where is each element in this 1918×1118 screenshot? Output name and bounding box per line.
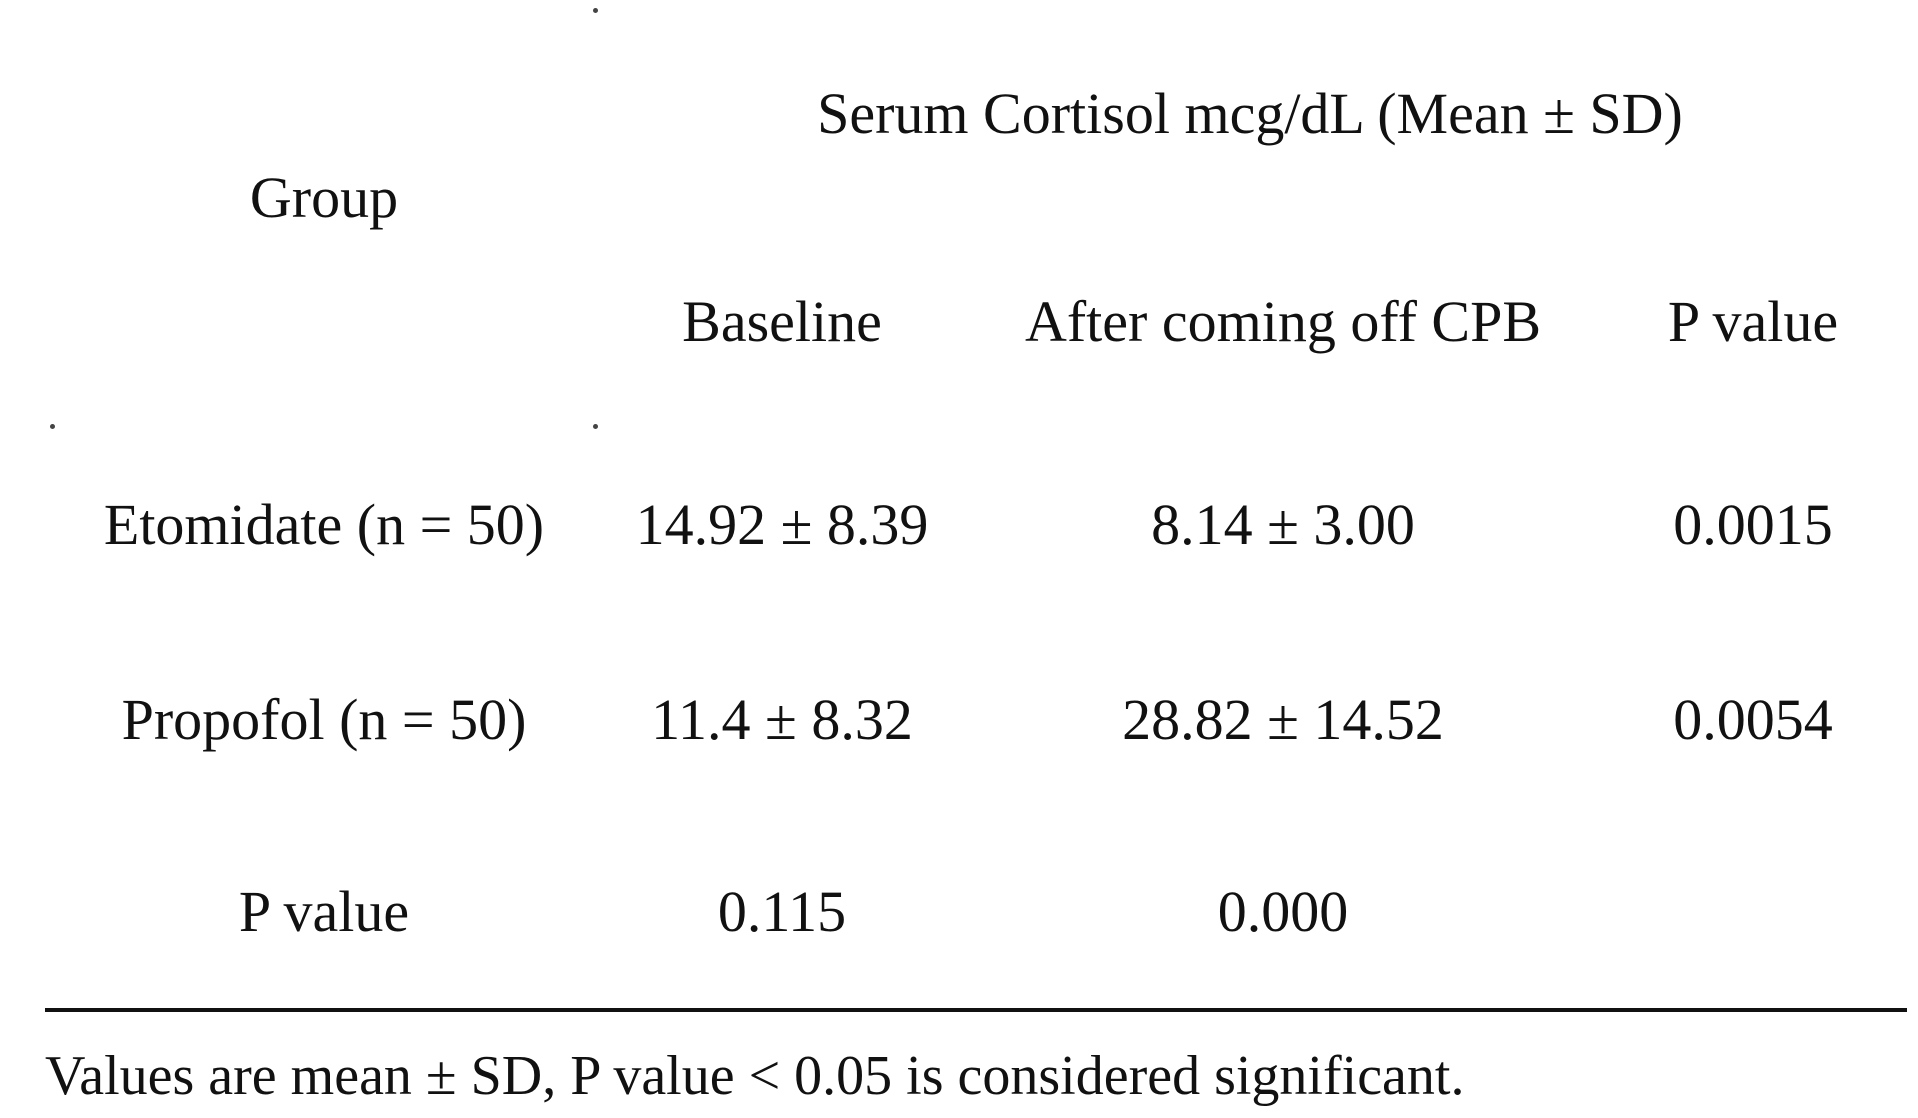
header-col-baseline: Baseline — [682, 289, 882, 354]
cell-baseline: 0.115 — [717, 879, 847, 944]
header-span-title: Serum Cortisol mcg/dL (Mean ± SD) — [817, 81, 1683, 146]
row-label: P value — [238, 879, 410, 944]
cell-baseline: 11.4 ± 8.32 — [651, 687, 913, 752]
cell-after-cpb: 8.14 ± 3.00 — [1151, 492, 1415, 557]
header-col-after-cpb: After coming off CPB — [1024, 289, 1542, 354]
row-label: Propofol (n = 50) — [121, 687, 527, 752]
stray-dot — [593, 424, 598, 429]
cell-p-value: 0.0015 — [1673, 492, 1833, 557]
cell-p-value: 0.0054 — [1673, 687, 1833, 752]
header-col-p-value: P value — [1667, 289, 1839, 354]
stray-dot — [593, 8, 598, 13]
table-bottom-rule — [45, 1008, 1907, 1012]
cell-after-cpb: 28.82 ± 14.52 — [1122, 687, 1444, 752]
stray-dot — [50, 424, 55, 429]
cell-after-cpb: 0.000 — [1217, 879, 1349, 944]
row-label: Etomidate (n = 50) — [103, 492, 545, 557]
cell-baseline: 14.92 ± 8.39 — [635, 492, 929, 557]
header-group: Group — [249, 165, 399, 230]
table-footnote: Values are mean ± SD, P value < 0.05 is … — [45, 1045, 1465, 1107]
